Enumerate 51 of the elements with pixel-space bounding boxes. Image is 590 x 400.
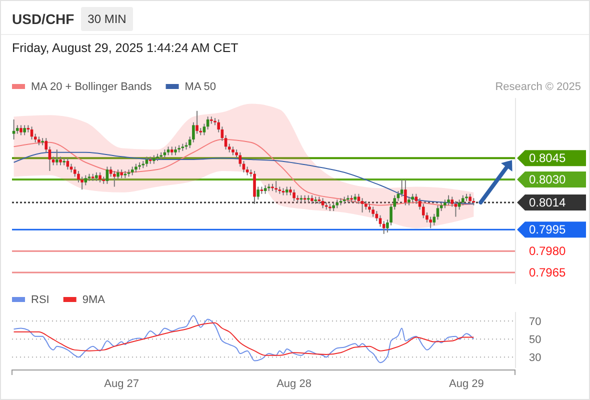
y-tick-label: 0.8030 <box>529 172 566 187</box>
candlestick <box>321 198 324 209</box>
candlestick <box>12 118 16 140</box>
line-series <box>13 322 474 356</box>
y-tick-label: 0.8014 <box>529 195 566 210</box>
chart-title: USD/CHF <box>12 11 75 27</box>
time-button: 30 MIN <box>81 7 133 31</box>
candlestick <box>400 179 404 198</box>
candlestick <box>360 198 364 213</box>
candlestick <box>429 216 432 229</box>
candlestick <box>462 194 464 206</box>
x-tick-label: Aug 28 <box>276 378 312 390</box>
candlestick <box>256 186 260 200</box>
candlestick <box>468 193 472 204</box>
legend-label: MA 50 <box>184 81 216 93</box>
chart-subtitle: Friday, August 29, 2025 1:44:24 AM CET <box>12 41 239 55</box>
candlestick <box>20 124 22 136</box>
candlestick <box>98 172 102 183</box>
candlestick <box>109 166 112 178</box>
candlestick <box>357 193 360 204</box>
x-tick-label: Aug 27 <box>104 378 140 390</box>
candlestick <box>196 110 198 134</box>
candlestick <box>23 124 26 136</box>
candlestick <box>84 174 88 186</box>
candlestick <box>292 189 296 202</box>
candlestick <box>414 193 418 204</box>
legend-label: 9MA <box>82 294 106 306</box>
candlestick <box>436 204 440 220</box>
line-series <box>13 315 474 364</box>
text: Research © 2025 <box>495 81 581 93</box>
x-tick-label: Aug 29 <box>449 378 484 390</box>
candlestick <box>274 180 278 193</box>
candlestick <box>145 156 148 168</box>
y-tick-label: 70 <box>529 316 542 328</box>
y-tick-label: 0.8045 <box>529 151 566 166</box>
candlestick <box>372 206 374 218</box>
candlestick <box>112 170 116 188</box>
legend-label: MA 20 + Bollinger Bands <box>31 81 152 93</box>
y-tick-label: 30 <box>529 352 542 364</box>
y-tick-label: 50 <box>529 334 542 346</box>
legend-label: RSI <box>31 294 50 306</box>
candlestick <box>378 214 382 228</box>
candlestick <box>253 170 256 204</box>
y-tick-label: 0.7980 <box>529 244 566 258</box>
y-tick-label: 0.7995 <box>529 222 566 237</box>
candlestick <box>404 179 407 206</box>
candlestick <box>447 194 450 206</box>
y-tick-label: 0.7965 <box>529 266 566 280</box>
candlestick <box>202 123 206 136</box>
candlestick <box>106 166 109 184</box>
candlestick <box>56 149 58 166</box>
